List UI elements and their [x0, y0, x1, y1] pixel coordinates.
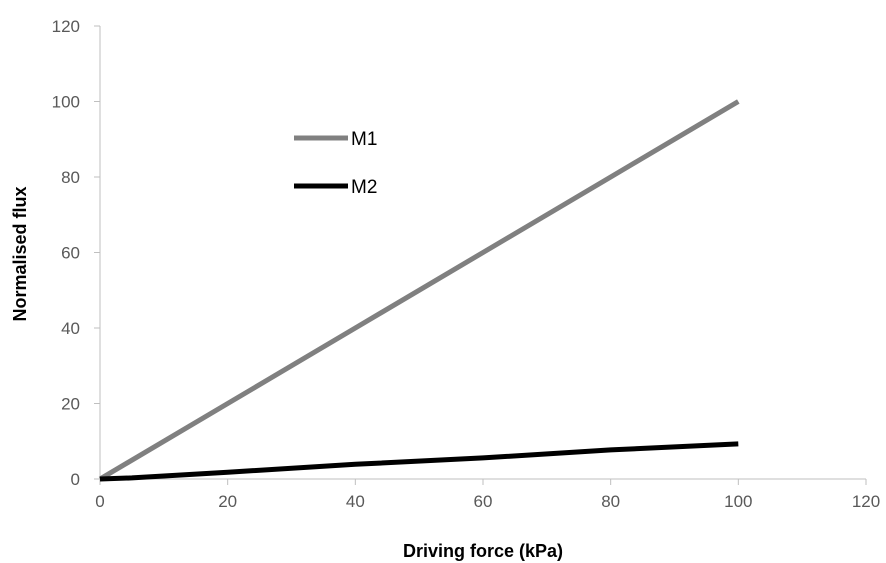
y-tick-label: 100 — [52, 93, 80, 112]
x-axis-title: Driving force (kPa) — [403, 541, 563, 561]
y-axis-ticks: 0 20 40 60 80 100 120 — [52, 17, 100, 489]
x-tick-label: 0 — [95, 492, 104, 511]
y-tick-label: 120 — [52, 17, 80, 36]
y-tick-label: 20 — [61, 395, 80, 414]
legend-label-m2: M2 — [351, 177, 377, 198]
x-tick-label: 120 — [852, 492, 880, 511]
x-tick-label: 100 — [724, 492, 752, 511]
x-axis-ticks: 0 20 40 60 80 100 120 — [95, 479, 880, 511]
series-line-m1 — [98, 99, 740, 482]
y-tick-label: 80 — [61, 168, 80, 187]
legend: M1 M2 — [294, 129, 377, 198]
x-tick-label: 40 — [346, 492, 365, 511]
series-layer — [98, 99, 740, 482]
y-tick-label: 40 — [61, 319, 80, 338]
y-tick-label: 0 — [71, 470, 80, 489]
x-tick-label: 60 — [474, 492, 493, 511]
x-tick-label: 20 — [218, 492, 237, 511]
series-line-m2 — [99, 441, 739, 482]
y-axis-title: Normalised flux — [10, 186, 30, 321]
y-tick-label: 60 — [61, 244, 80, 263]
x-tick-label: 80 — [601, 492, 620, 511]
legend-label-m1: M1 — [351, 129, 377, 150]
